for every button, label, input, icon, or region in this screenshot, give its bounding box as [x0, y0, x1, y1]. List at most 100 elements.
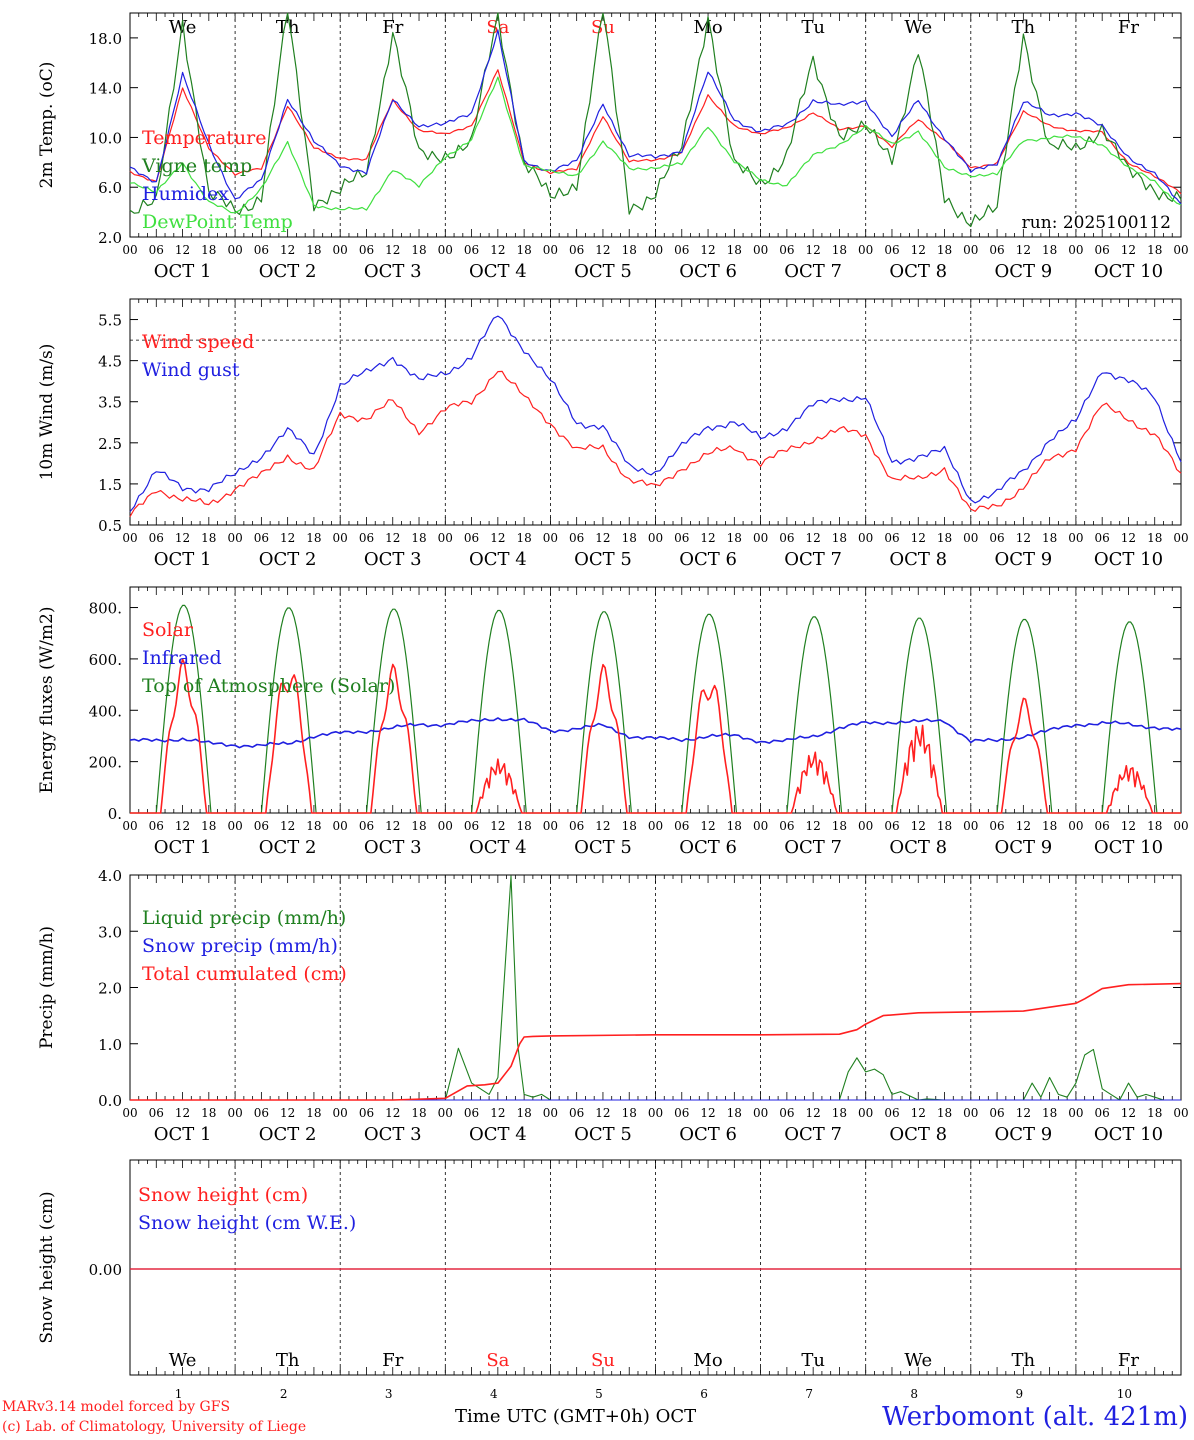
panel-3: 0. 200. 400. 600. 800. Energy fluxes (W/m2) So…	[37, 586, 1189, 858]
hour-label: 06	[569, 243, 584, 257]
hour-label: 00	[1173, 819, 1188, 833]
day-number-label: 1	[175, 1387, 183, 1400]
hour-label: 06	[674, 819, 689, 833]
date-label: OCT 8	[889, 837, 947, 858]
day-name-label: Sa	[486, 1350, 509, 1371]
hour-label: 06	[464, 819, 479, 833]
hour-label: 00	[227, 1106, 242, 1120]
hour-label: 00	[1068, 1106, 1083, 1120]
hour-label: 18	[832, 1106, 847, 1120]
date-label: OCT 3	[364, 261, 422, 282]
hour-label: 18	[411, 1106, 426, 1120]
day-number-label: 10	[1117, 1387, 1132, 1400]
date-label: OCT 3	[364, 549, 422, 570]
hour-label: 06	[779, 243, 794, 257]
date-label: OCT 10	[1094, 837, 1163, 858]
hour-label: 00	[333, 1106, 348, 1120]
y-tick-label: 18.0	[89, 30, 122, 48]
y-tick-label: 600.	[89, 651, 122, 669]
date-label: OCT 10	[1094, 1124, 1163, 1145]
y-tick-label: 1.0	[98, 1036, 122, 1054]
day-name-label: Th	[1012, 17, 1036, 38]
hour-label: 18	[832, 243, 847, 257]
hour-label: 18	[832, 531, 847, 545]
day-number-label: 3	[385, 1387, 393, 1400]
hour-label: 06	[149, 1106, 164, 1120]
series-line-infrared	[129, 717, 1182, 749]
day-name-label: We	[169, 17, 197, 38]
legend-entry: Snow height (cm)	[138, 1184, 308, 1206]
hour-label: 00	[753, 1106, 768, 1120]
hour-label: 00	[122, 819, 137, 833]
y-tick-label: 4.5	[98, 353, 122, 371]
day-name-label: Tu	[801, 1350, 825, 1371]
date-label: OCT 10	[1094, 549, 1163, 570]
hour-label: 18	[622, 1106, 637, 1120]
hour-label: 06	[989, 531, 1004, 545]
series-line-solar	[130, 658, 1181, 814]
day-name-label: We	[169, 1350, 197, 1371]
hour-label: 00	[227, 243, 242, 257]
y-axis-label: Energy fluxes (W/m2)	[37, 607, 57, 794]
hour-label: 00	[648, 243, 663, 257]
hour-label: 06	[254, 531, 269, 545]
date-label: OCT 6	[679, 1124, 737, 1145]
meteogram-svg: 2.06.010.014.018.02m Temp. (oC)We Th Fr Sa S…	[37, 12, 1189, 1400]
hour-label: 12	[806, 1106, 821, 1120]
hour-label: 18	[411, 531, 426, 545]
y-tick-label: 2.0	[98, 229, 122, 247]
hour-label: 18	[1147, 243, 1162, 257]
hour-label: 12	[385, 819, 400, 833]
day-name-label: Fr	[1118, 1350, 1139, 1371]
series-line-humidex	[129, 29, 1182, 205]
hour-label: 18	[201, 243, 216, 257]
legend-entry: Liquid precip (mm/h)	[142, 907, 346, 929]
footer-copyright-line: (c) Lab. of Climatology, University of L…	[2, 1419, 307, 1435]
hour-label: 18	[411, 819, 426, 833]
hour-label: 00	[753, 531, 768, 545]
legend-entry: Snow precip (mm/h)	[142, 935, 338, 957]
legend-entry: Temperature	[142, 127, 266, 149]
hour-label: 06	[149, 819, 164, 833]
hour-label: 06	[1095, 243, 1110, 257]
hour-label: 06	[1095, 819, 1110, 833]
hour-label: 06	[779, 531, 794, 545]
hour-label: 00	[227, 819, 242, 833]
hour-label: 00	[753, 243, 768, 257]
date-label: OCT 1	[154, 837, 212, 858]
hour-label: 00	[858, 1106, 873, 1120]
y-tick-label: 0.5	[98, 517, 122, 535]
y-tick-label: 1.5	[98, 476, 122, 494]
date-label: OCT 10	[1094, 261, 1163, 282]
date-label: OCT 6	[679, 549, 737, 570]
hour-label: 12	[911, 819, 926, 833]
y-tick-label: 0.00	[89, 1261, 122, 1279]
hour-label: 18	[622, 819, 637, 833]
y-axis-label: 10m Wind (m/s)	[37, 344, 57, 481]
date-label: OCT 5	[574, 837, 632, 858]
day-number-label: 4	[490, 1387, 498, 1400]
hour-label: 12	[1121, 531, 1136, 545]
hour-label: 06	[989, 819, 1004, 833]
hour-label: 06	[779, 1106, 794, 1120]
hour-label: 12	[175, 819, 190, 833]
legend-entry: Wind gust	[142, 359, 240, 381]
hour-label: 00	[963, 1106, 978, 1120]
station-name: Werbomont (alt. 421m)	[882, 1402, 1188, 1432]
day-number-label: 9	[1016, 1387, 1024, 1400]
date-label: OCT 8	[889, 549, 947, 570]
date-label: OCT 2	[259, 549, 317, 570]
hour-label: 00	[858, 243, 873, 257]
y-tick-label: 800.	[89, 600, 122, 618]
hour-label: 00	[858, 819, 873, 833]
hour-label: 12	[385, 243, 400, 257]
panel-frame	[129, 12, 1182, 238]
y-tick-label: 5.5	[98, 312, 122, 330]
hour-label: 18	[516, 531, 531, 545]
day-name-label: We	[904, 1350, 932, 1371]
hour-label: 06	[254, 243, 269, 257]
hour-label: 12	[595, 819, 610, 833]
hour-label: 18	[1147, 1106, 1162, 1120]
day-number-label: 7	[805, 1387, 813, 1400]
hour-label: 00	[438, 819, 453, 833]
